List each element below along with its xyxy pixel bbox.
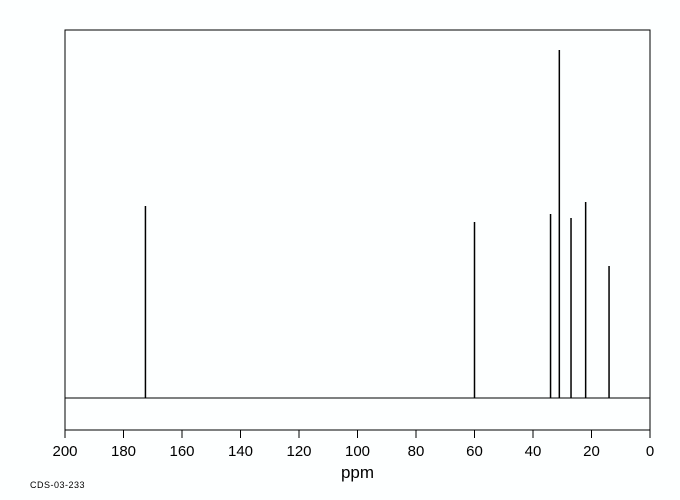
svg-text:ppm: ppm <box>341 463 374 482</box>
svg-text:100: 100 <box>345 443 370 460</box>
svg-text:0: 0 <box>646 443 654 460</box>
nmr-plot-svg: 200180160140120100806040200ppm <box>0 0 680 500</box>
svg-text:160: 160 <box>169 443 194 460</box>
svg-text:120: 120 <box>286 443 311 460</box>
svg-text:60: 60 <box>466 443 483 460</box>
svg-text:140: 140 <box>228 443 253 460</box>
svg-text:200: 200 <box>52 443 77 460</box>
sample-id-label: CDS-03-233 <box>30 480 85 490</box>
svg-text:80: 80 <box>408 443 425 460</box>
svg-text:180: 180 <box>111 443 136 460</box>
nmr-chart: 200180160140120100806040200ppm CDS-03-23… <box>0 0 680 500</box>
svg-text:20: 20 <box>583 443 600 460</box>
svg-text:40: 40 <box>525 443 542 460</box>
